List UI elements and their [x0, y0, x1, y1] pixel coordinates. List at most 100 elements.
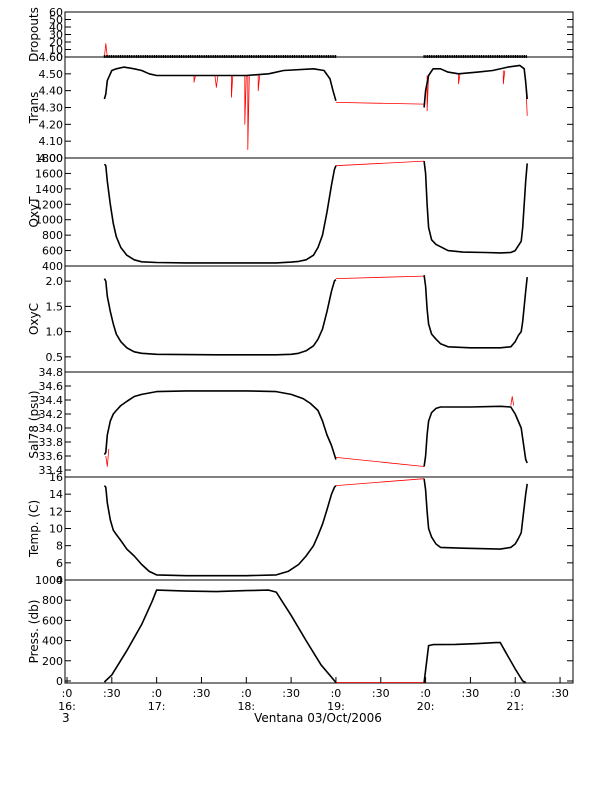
- dropout-marker: [266, 55, 269, 58]
- y-axis-label: Trans: [27, 92, 41, 125]
- panel-3: 0.5 1.0 1.5 2.0 OxyC: [27, 265, 574, 373]
- dropout-marker: [309, 55, 312, 58]
- dropout-marker: [248, 55, 251, 58]
- dropout-marker: [184, 55, 186, 58]
- black-trace: [103, 66, 337, 102]
- y-tick-label: 1600: [35, 167, 63, 180]
- dropout-marker: [448, 55, 450, 58]
- y-tick-label: 4.60: [39, 51, 64, 64]
- dropout-marker: [491, 55, 493, 58]
- y-tick-label: 4.40: [39, 85, 64, 98]
- black-trace: [103, 485, 337, 577]
- dropout-marker: [522, 55, 524, 58]
- dropout-marker: [331, 55, 333, 58]
- dropout-marker: [125, 55, 127, 58]
- dropout-marker: [504, 55, 506, 58]
- x-axis-title: Ventana 03/Oct/2006: [254, 711, 382, 725]
- dropout-marker: [128, 55, 131, 58]
- dropout-marker: [231, 55, 233, 58]
- y-tick-label: 1.0: [46, 326, 64, 339]
- dropout-marker: [222, 55, 224, 58]
- dropout-marker: [518, 55, 520, 58]
- dropout-marker: [198, 55, 200, 58]
- panel-frame: [64, 265, 574, 373]
- y-tick-label: 0: [56, 51, 63, 64]
- dropout-marker: [428, 55, 431, 58]
- dropout-marker: [443, 55, 445, 58]
- y-tick-label: 1000: [35, 214, 63, 227]
- dropout-marker: [148, 55, 150, 58]
- dropout-marker: [218, 55, 220, 58]
- y-tick-label: 1000: [35, 574, 63, 587]
- x-tick-hour-label: 16:: [58, 700, 76, 713]
- dropout-marker: [461, 55, 463, 58]
- dropout-marker: [511, 55, 513, 58]
- dropout-marker: [268, 55, 270, 58]
- dropout-marker: [162, 55, 165, 58]
- dropout-marker: [427, 55, 429, 58]
- dropout-marker: [150, 55, 152, 58]
- dropout-marker: [327, 55, 330, 58]
- y-tick-label: 4.00: [39, 152, 64, 165]
- dropout-marker: [103, 55, 105, 58]
- dropout-marker: [471, 55, 474, 58]
- dropout-marker: [213, 55, 215, 58]
- dropout-marker: [204, 55, 206, 58]
- dropout-marker: [114, 55, 116, 58]
- dropout-marker: [505, 55, 508, 58]
- dropout-marker: [284, 55, 287, 58]
- y-tick-label: 30: [49, 29, 63, 42]
- dropout-marker: [144, 55, 147, 58]
- dropout-marker: [446, 55, 449, 58]
- dropout-marker: [335, 55, 337, 58]
- dropout-marker: [240, 55, 242, 58]
- dropout-marker: [236, 55, 238, 58]
- dropout-marker: [493, 55, 495, 58]
- dropout-marker: [195, 55, 197, 58]
- red-trace: [335, 457, 425, 467]
- dropout-marker: [466, 55, 468, 58]
- y-tick-label: 10: [49, 44, 63, 57]
- dropout-marker: [171, 55, 174, 58]
- y-tick-label: 50: [49, 14, 63, 27]
- x-tick-label: :0: [241, 687, 252, 700]
- dropout-marker: [329, 55, 331, 58]
- dropout-marker: [441, 55, 443, 58]
- dropout-marker: [488, 55, 490, 58]
- y-axis-label: Press. (db): [27, 600, 41, 664]
- dropout-marker: [317, 55, 319, 58]
- dropout-marker: [223, 55, 226, 58]
- dropout-marker: [308, 55, 310, 58]
- dropout-marker: [286, 55, 288, 58]
- dropout-marker: [130, 55, 132, 58]
- dropout-marker: [434, 55, 436, 58]
- dropout-marker: [107, 55, 109, 58]
- dropout-marker: [507, 55, 509, 58]
- dropout-marker: [159, 55, 161, 58]
- x-tick-hour-label: 20:: [417, 700, 435, 713]
- red-trace: [247, 75, 250, 151]
- panel-2: 400 600 800 1000 1200 1400 1600 1800 OxyT: [27, 152, 574, 273]
- red-trace: [335, 160, 425, 167]
- dropout-marker: [486, 55, 488, 58]
- dropout-marker: [482, 55, 484, 58]
- dropout-marker: [259, 55, 261, 58]
- black-trace: [423, 478, 528, 550]
- red-trace: [426, 75, 429, 112]
- dropout-marker: [109, 55, 111, 58]
- y-tick-label: 0.5: [46, 351, 64, 364]
- red-trace: [193, 75, 196, 83]
- y-tick-label: 34.6: [39, 380, 64, 393]
- red-trace: [510, 396, 515, 406]
- dropout-marker: [216, 55, 218, 58]
- dropout-marker: [234, 55, 236, 58]
- y-tick-label: 6: [56, 557, 63, 570]
- dropout-marker: [139, 55, 141, 58]
- dropout-marker: [179, 55, 181, 58]
- y-tick-label: 60: [49, 6, 63, 19]
- y-tick-label: 33.4: [39, 464, 64, 477]
- dropout-marker: [322, 55, 324, 58]
- y-tick-label: 800: [42, 229, 63, 242]
- dropout-marker: [479, 55, 481, 58]
